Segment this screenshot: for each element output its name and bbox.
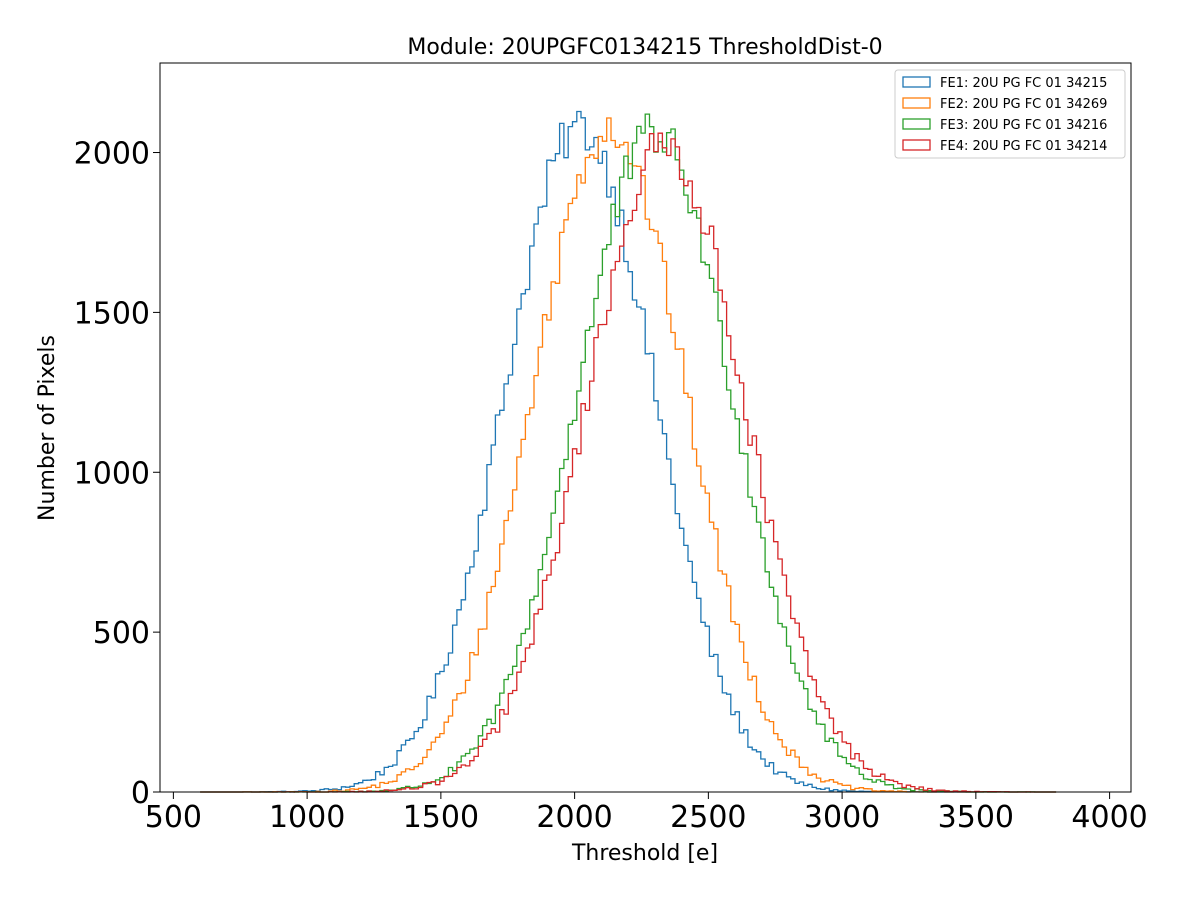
legend-swatch	[902, 139, 931, 151]
plot-area	[160, 63, 1131, 792]
legend-swatch	[902, 118, 931, 130]
x-axis: 500 1000 1500 2000 2500 3000 3500 4000	[145, 792, 1148, 835]
x-tick-label: 1000	[269, 800, 345, 835]
x-axis-label: Threshold [e]	[571, 841, 718, 866]
y-tick-label: 0	[131, 776, 150, 811]
x-tick-label: 2000	[536, 800, 612, 835]
legend-swatch	[902, 97, 931, 109]
y-tick-label: 1000	[74, 456, 150, 491]
y-axis-label: Number of Pixels	[35, 335, 60, 521]
legend-label: FE1: 20U PG FC 01 34215	[940, 76, 1107, 91]
legend-box	[894, 69, 1126, 159]
series-2-histogram	[200, 117, 1057, 793]
y-tick-label: 500	[93, 616, 150, 651]
x-tick-label: 3000	[804, 800, 880, 835]
x-tick-label: 4000	[1071, 800, 1147, 835]
y-tick-label: 1500	[74, 296, 150, 331]
x-tick-label: 2500	[670, 800, 746, 835]
legend: FE1: 20U PG FC 01 34215 FE2: 20U PG FC 01…	[894, 69, 1126, 159]
legend-label: FE2: 20U PG FC 01 34269	[940, 97, 1107, 112]
legend-label: FE4: 20U PG FC 01 34214	[940, 139, 1107, 154]
y-tick-label: 2000	[74, 137, 150, 172]
chart-title: Module: 20UPGFC0134215 ThresholdDist-0	[407, 35, 882, 60]
plot-frame	[159, 62, 1132, 793]
legend-swatch	[902, 76, 931, 88]
legend-label: FE3: 20U PG FC 01 34216	[940, 118, 1107, 133]
y-axis: 0 500 1000 1500 2000	[74, 137, 160, 811]
x-tick-label: 1500	[403, 800, 479, 835]
series-4-histogram	[200, 132, 1057, 793]
x-tick-label: 3500	[938, 800, 1014, 835]
x-tick-label: 500	[145, 800, 202, 835]
